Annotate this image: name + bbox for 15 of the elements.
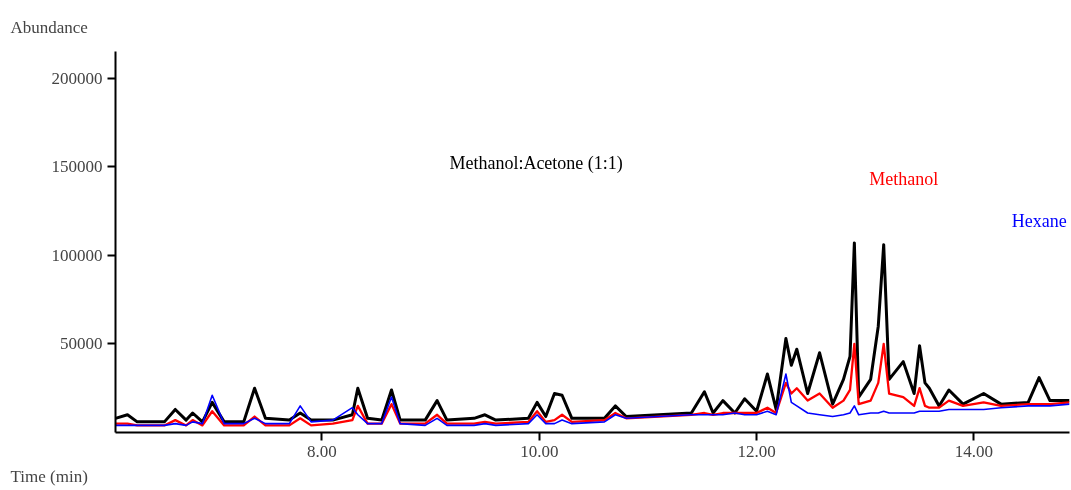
line-series [115, 342, 1070, 427]
x-tick-label: 14.00 [954, 441, 994, 461]
y-tick-label: 100000 [51, 245, 103, 265]
x-axis-title: Time (min) [10, 466, 88, 486]
text: Methanol:Acetone (1:1) [449, 153, 623, 175]
y-tick-label: 50000 [60, 334, 103, 354]
y-axis-title: Abundance [10, 17, 88, 37]
x-tick-label: 10.00 [520, 441, 559, 461]
x-tick-label: 8.00 [307, 441, 337, 461]
text: Methanol [869, 168, 939, 189]
y-tick-label: 150000 [51, 157, 103, 177]
text: Hexane [1011, 210, 1067, 231]
y-tick-label: 200000 [51, 68, 103, 88]
line-series [115, 373, 1070, 427]
x-tick-label: 12.00 [737, 441, 776, 461]
